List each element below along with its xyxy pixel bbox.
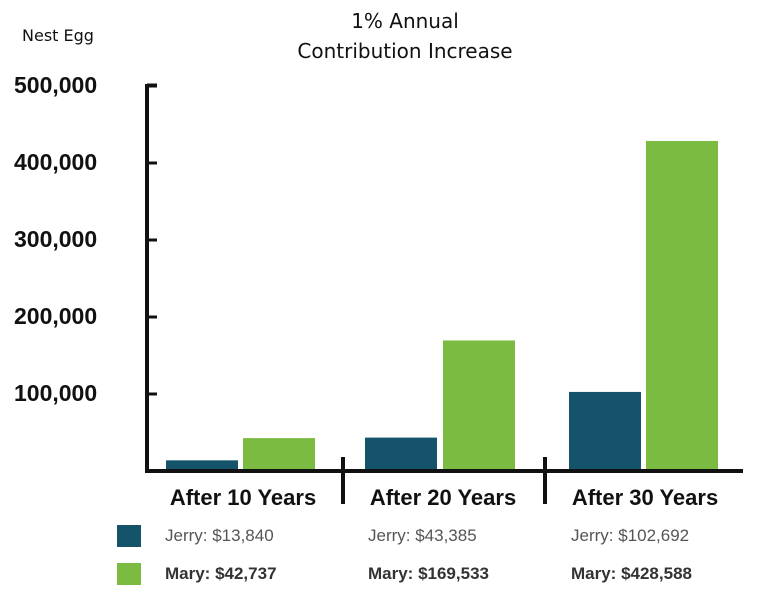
y-tick-label: 300,000 [14,226,98,252]
bar-mary-3 [646,140,718,469]
legend-jerry-10y: Jerry: $13,840 [165,526,274,545]
y-tick-label: 200,000 [14,303,98,329]
legend-swatch-jerry [117,525,141,547]
y-tick-label: 400,000 [14,149,98,175]
legend-mary-20y: Mary: $169,533 [368,564,489,583]
y-axis-label: Nest Egg [22,26,94,45]
y-tick-label: 100,000 [14,380,98,406]
y-tick-label: 500,000 [14,72,98,98]
bar-mary-1 [243,438,315,469]
x-tick-label: After 10 Years [169,485,317,510]
bar-jerry-1 [166,460,238,469]
legend-swatch-mary [117,563,141,585]
x-tick-label: After 30 Years [571,485,719,510]
legend-mary-10y: Mary: $42,737 [165,564,277,583]
chart-title: 1% Annual Contribution Increase [290,6,520,66]
legend-jerry-20y: Jerry: $43,385 [368,526,477,545]
legend-mary-30y: Mary: $428,588 [571,564,692,583]
bar-mary-2 [443,340,515,469]
chart-title-line-2: Contribution Increase [297,39,513,63]
bar-jerry-3 [569,391,641,469]
legend-jerry-30y: Jerry: $102,692 [571,526,690,545]
x-tick-label: After 20 Years [369,485,517,510]
chart-title-line-1: 1% Annual [351,9,459,33]
bar-jerry-2 [365,437,437,469]
